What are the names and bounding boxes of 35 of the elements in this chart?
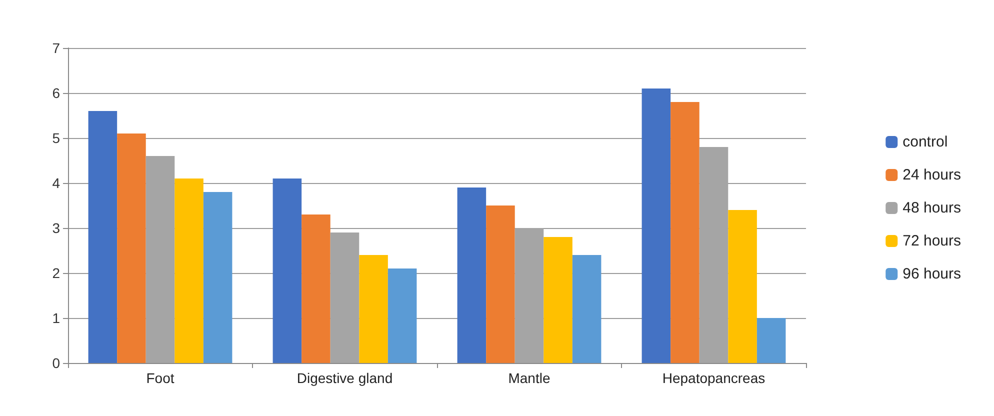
- y-tick-label: 1: [52, 310, 60, 326]
- bar: [302, 214, 330, 363]
- x-tick-label: Foot: [146, 370, 174, 386]
- y-tick-label: 3: [52, 220, 60, 236]
- y-tick-label: 0: [52, 355, 60, 371]
- y-tick-label: 5: [52, 130, 60, 146]
- legend-label: 72 hours: [902, 232, 961, 250]
- bar: [330, 232, 360, 363]
- bar: [117, 134, 146, 363]
- legend-label: control: [902, 134, 948, 150]
- bar: [572, 255, 602, 363]
- bar: [146, 156, 175, 363]
- bar: [544, 237, 572, 363]
- bar: [272, 178, 302, 363]
- bar: [359, 255, 388, 363]
- bar: [203, 192, 232, 363]
- x-tick-label: Hepatopancreas: [662, 370, 766, 386]
- bar: [642, 88, 671, 363]
- y-tick-label: 7: [52, 40, 60, 56]
- bar: [174, 178, 204, 363]
- x-tick-label: Mantle: [508, 370, 550, 386]
- legend-label: 24 hours: [902, 166, 961, 184]
- y-tick-label: 2: [52, 265, 60, 281]
- legend-label: 48 hours: [902, 200, 961, 216]
- bar: [388, 268, 417, 363]
- bar: [486, 206, 515, 363]
- y-tick-label: 6: [52, 85, 60, 101]
- bar: [88, 111, 118, 363]
- bar: [728, 210, 757, 363]
- legend-label: 96 hours: [902, 266, 961, 282]
- bar: [756, 318, 786, 363]
- bar: [670, 102, 700, 363]
- y-tick-label: 4: [52, 175, 60, 191]
- bar: [457, 188, 486, 363]
- x-tick-label: Digestive gland: [296, 370, 393, 386]
